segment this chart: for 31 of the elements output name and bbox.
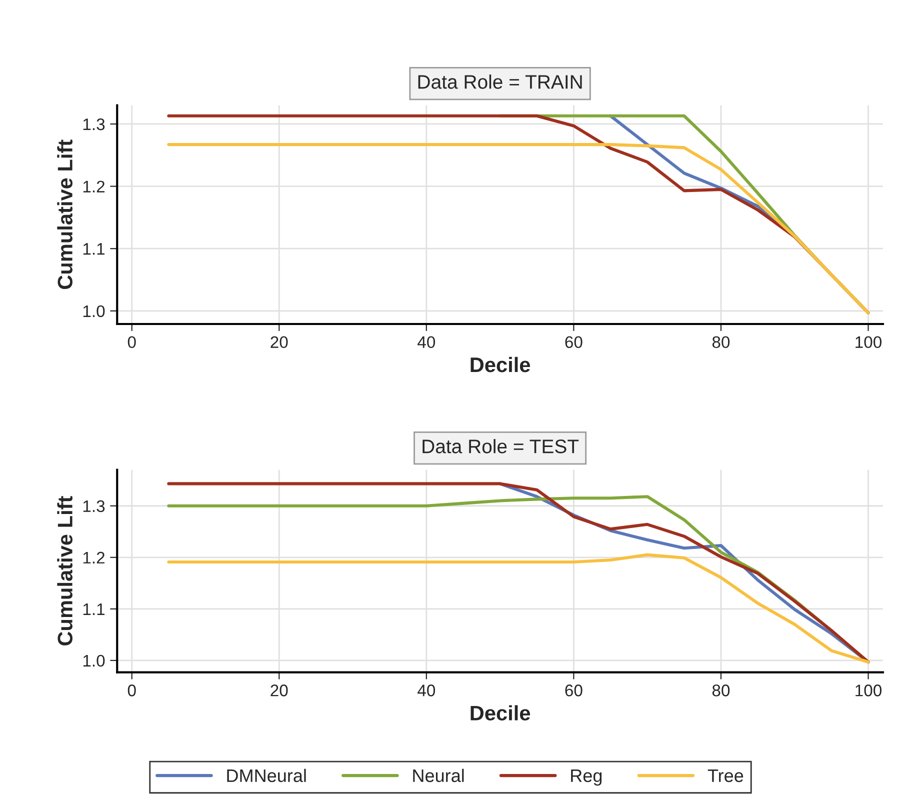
x-tick-label: 100 (856, 684, 882, 696)
x-tick-label: 100 (856, 336, 882, 348)
y-tick-label: 1.1 (83, 603, 105, 615)
y-tick-label: 1.3 (83, 500, 105, 512)
x-axis-title: Decile (470, 356, 530, 372)
y-axis-title: Cumulative Lift (57, 496, 72, 646)
y-tick-label: 1.2 (83, 552, 104, 564)
y-tick-label: 1.2 (83, 180, 104, 192)
legend-label: Tree (708, 769, 744, 782)
y-tick-label: 1.0 (83, 654, 105, 667)
chart-title: Data Role = TEST (422, 439, 579, 454)
x-tick-label: 0 (128, 336, 136, 348)
x-tick-label: 60 (565, 684, 582, 696)
y-tick-label: 1.0 (83, 305, 105, 318)
x-axis-title: Decile (470, 705, 530, 720)
x-tick-label: 60 (565, 336, 582, 348)
legend-label: DMNeural (227, 768, 306, 782)
x-tick-label: 40 (418, 684, 436, 696)
x-tick-label: 80 (712, 336, 730, 348)
y-tick-label: 1.1 (83, 243, 105, 255)
legend-label: Reg (571, 769, 602, 786)
line-series (167, 553, 870, 664)
x-tick-label: 80 (712, 684, 730, 696)
x-tick-label: 20 (270, 684, 288, 696)
x-tick-label: 0 (128, 684, 136, 696)
chart-title: Data Role = TRAIN (418, 74, 582, 89)
y-tick-label: 1.3 (83, 118, 105, 130)
x-tick-label: 20 (270, 336, 288, 348)
x-tick-label: 40 (418, 336, 436, 348)
y-axis-title: Cumulative Lift (57, 140, 72, 290)
legend-label: Neural (413, 768, 464, 782)
